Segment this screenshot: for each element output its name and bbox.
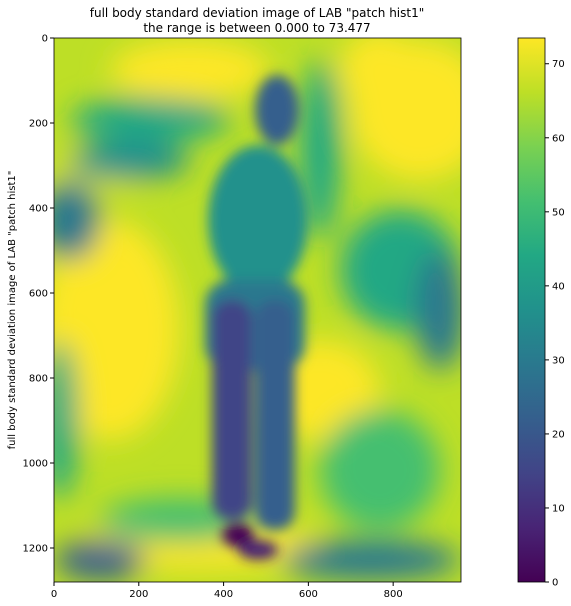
y-tick-label: 800 bbox=[29, 374, 48, 385]
y-axis: 0 200 400 600 800 1000 1200 bbox=[23, 34, 54, 555]
colorbar bbox=[517, 37, 546, 583]
x-tick-label: 0 bbox=[51, 589, 57, 600]
x-tick-label: 800 bbox=[384, 589, 403, 600]
chart-title: full body standard deviation image of LA… bbox=[90, 6, 425, 20]
y-tick-label: 1000 bbox=[23, 459, 48, 470]
x-axis: 0 200 400 600 800 bbox=[51, 582, 403, 600]
chart-subtitle: the range is between 0.000 to 73.477 bbox=[143, 21, 370, 35]
x-tick-label: 400 bbox=[214, 589, 233, 600]
y-tick-label: 400 bbox=[29, 204, 48, 215]
y-axis-label: full body standard deviation image of LA… bbox=[7, 171, 18, 450]
colorbar-axis: 0 10 20 30 40 50 60 70 bbox=[545, 59, 565, 589]
x-tick-label: 200 bbox=[129, 589, 148, 600]
colorbar-tick-label: 20 bbox=[552, 429, 565, 440]
x-tick-label: 600 bbox=[299, 589, 318, 600]
y-tick-label: 600 bbox=[29, 289, 48, 300]
colorbar-tick-label: 0 bbox=[552, 578, 558, 589]
colorbar-tick-label: 40 bbox=[552, 281, 565, 292]
colorbar-tick-label: 50 bbox=[552, 207, 565, 218]
y-tick-label: 0 bbox=[42, 34, 48, 45]
heatmap-image bbox=[54, 38, 461, 582]
y-tick-label: 1200 bbox=[23, 544, 48, 555]
colorbar-tick-label: 30 bbox=[552, 355, 565, 366]
plot-frame bbox=[53, 37, 462, 583]
colorbar-tick-label: 10 bbox=[552, 503, 565, 514]
colorbar-tick-label: 60 bbox=[552, 133, 565, 144]
y-tick-label: 200 bbox=[29, 119, 48, 130]
colorbar-tick-label: 70 bbox=[552, 59, 565, 70]
